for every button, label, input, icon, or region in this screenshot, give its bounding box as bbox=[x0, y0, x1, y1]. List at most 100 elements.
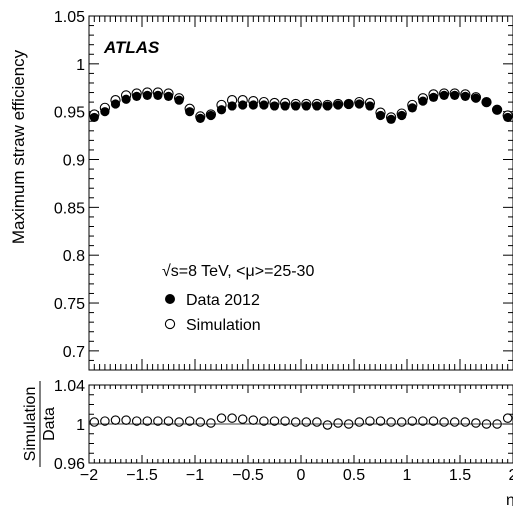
ratio-y-tick-label: 1 bbox=[76, 417, 85, 434]
ratio-label-numerator: Simulation bbox=[22, 387, 39, 462]
data-2012-point bbox=[386, 114, 396, 124]
main-y-tick-label: 1.05 bbox=[54, 9, 85, 26]
data-2012-point bbox=[503, 112, 513, 123]
data-2012-point bbox=[460, 91, 470, 101]
main-y-tick-label: 0.85 bbox=[54, 200, 85, 217]
data-2012-point bbox=[428, 92, 439, 102]
ratio-y-tick-label: 1.04 bbox=[54, 378, 85, 395]
ratio-point bbox=[227, 413, 237, 423]
ratio-point bbox=[121, 415, 131, 425]
data-2012-point bbox=[163, 91, 174, 101]
ratio-point bbox=[163, 416, 174, 426]
x-tick-label: −1.5 bbox=[126, 467, 158, 484]
energy-pileup-label: √s=8 TeV, <μ>=25-30 bbox=[162, 263, 314, 280]
ratio-point bbox=[237, 414, 248, 424]
ratio-point bbox=[290, 417, 301, 427]
data-2012-point bbox=[121, 94, 131, 104]
ratio-point bbox=[365, 416, 375, 426]
data-2012-point bbox=[100, 107, 110, 117]
data-2012-point bbox=[238, 100, 248, 110]
x-tick-label: −0.5 bbox=[232, 467, 264, 484]
ratio-y-tick-labels: 1.04 1 0.96 bbox=[54, 378, 85, 473]
main-y-axis-label: Maximum straw efficiency bbox=[9, 49, 28, 244]
ratio-point bbox=[418, 416, 428, 426]
data-2012-point bbox=[418, 96, 428, 106]
data-2012-point bbox=[291, 101, 301, 111]
data-2012-point bbox=[354, 99, 364, 109]
data-2012-point bbox=[471, 93, 481, 103]
ratio-point bbox=[259, 416, 269, 426]
data-2012-point bbox=[322, 101, 333, 111]
ratio-point bbox=[386, 417, 396, 427]
ratio-axis-ticks bbox=[88, 384, 513, 464]
ratio-point bbox=[312, 417, 322, 427]
x-tick-label: −2 bbox=[80, 467, 98, 484]
data-2012-point bbox=[481, 97, 492, 107]
ratio-point bbox=[301, 417, 312, 427]
efficiency-markers bbox=[89, 87, 513, 124]
x-tick-label: 0 bbox=[297, 467, 306, 484]
ratio-label-denominator: Data bbox=[41, 407, 58, 441]
data-2012-point bbox=[216, 105, 227, 115]
experiment-label: ATLAS bbox=[103, 38, 160, 57]
ratio-panel: 1.04 1 0.96 −2 −1.5 −1 −0.5 0 0.5 1 1.5 2 Simulati… bbox=[22, 378, 513, 506]
data-2012-point bbox=[132, 91, 142, 101]
data-2012-point bbox=[344, 99, 354, 109]
ratio-point bbox=[460, 417, 471, 427]
ratio-point bbox=[322, 420, 333, 430]
ratio-y-axis-label: Simulation Data bbox=[22, 381, 58, 467]
data-2012-point bbox=[333, 100, 343, 110]
x-tick-labels: −2 −1.5 −1 −0.5 0 0.5 1 1.5 2 bbox=[80, 467, 513, 484]
ratio-point bbox=[407, 416, 418, 426]
data-2012-point bbox=[174, 95, 184, 105]
ratio-point bbox=[439, 417, 449, 427]
data-2012-point bbox=[110, 99, 121, 109]
data-2012-point bbox=[206, 110, 216, 121]
main-y-tick-label: 0.7 bbox=[63, 344, 85, 361]
data-2012-point bbox=[153, 90, 163, 101]
ratio-point bbox=[471, 418, 481, 428]
ratio-point bbox=[449, 417, 460, 427]
legend-data-marker bbox=[165, 294, 175, 304]
data-2012-point bbox=[407, 103, 417, 113]
data-2012-point bbox=[397, 110, 407, 121]
ratio-point bbox=[333, 418, 343, 428]
ratio-point bbox=[280, 416, 290, 426]
data-2012-point bbox=[301, 101, 311, 111]
x-axis-label: η bbox=[506, 492, 513, 506]
ratio-point bbox=[100, 416, 110, 426]
data-2012-point bbox=[450, 90, 460, 101]
data-2012-point bbox=[280, 101, 290, 111]
main-y-tick-label: 0.75 bbox=[54, 296, 85, 313]
data-2012-point bbox=[142, 90, 152, 101]
ratio-point bbox=[354, 417, 365, 427]
ratio-point bbox=[142, 416, 153, 426]
ratio-point bbox=[248, 415, 259, 425]
legend-simulation-label: Simulation bbox=[186, 317, 261, 334]
data-2012-point bbox=[89, 112, 99, 123]
ratio-point bbox=[174, 417, 184, 427]
ratio-point bbox=[269, 416, 280, 426]
main-y-tick-label: 0.8 bbox=[63, 248, 85, 265]
efficiency-panel: 1.05 1 0.95 0.9 0.85 0.8 0.75 0.7 ATLAS Maximum… bbox=[9, 9, 513, 371]
data-2012-point bbox=[185, 107, 195, 117]
legend-simulation-marker bbox=[164, 318, 176, 330]
ratio-y-tick-label: 0.96 bbox=[54, 456, 85, 473]
legend: Data 2012 Simulation bbox=[164, 292, 261, 334]
ratio-markers bbox=[89, 413, 513, 430]
ratio-point bbox=[428, 416, 439, 426]
data-2012-point bbox=[365, 101, 375, 111]
x-tick-label: 1.5 bbox=[449, 467, 471, 484]
ratio-point bbox=[396, 417, 407, 427]
x-tick-label: 0.5 bbox=[343, 467, 365, 484]
ratio-point bbox=[153, 416, 163, 426]
data-2012-point bbox=[439, 90, 449, 101]
data-2012-point bbox=[259, 100, 269, 110]
main-y-tick-labels: 1.05 1 0.95 0.9 0.85 0.8 0.75 0.7 bbox=[54, 9, 85, 361]
data-2012-point bbox=[248, 100, 258, 110]
ratio-point bbox=[375, 416, 386, 426]
x-tick-label: 2 bbox=[509, 467, 513, 484]
ratio-point bbox=[502, 413, 513, 423]
ratio-point bbox=[216, 413, 227, 423]
